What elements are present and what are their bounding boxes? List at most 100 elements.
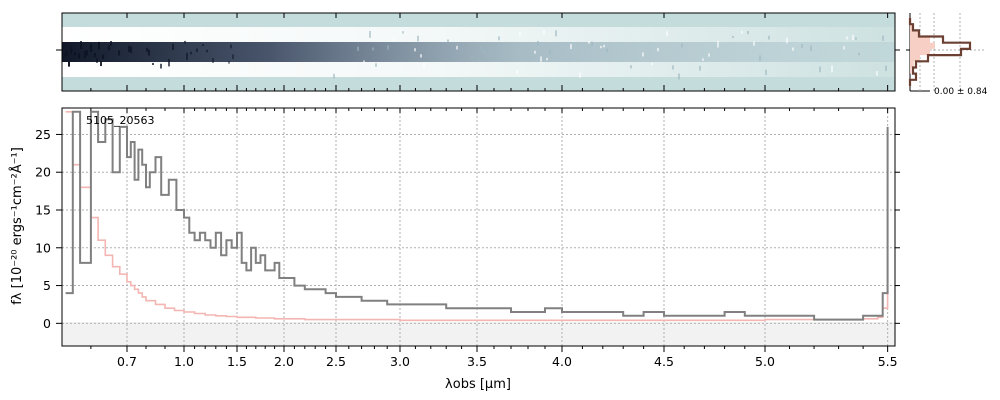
spectrum-2d-pixel bbox=[717, 40, 719, 48]
spectrum-2d-pixel bbox=[600, 45, 602, 49]
spectrum-2d-pixel bbox=[80, 41, 82, 49]
spectrum-2d-pixel bbox=[102, 54, 104, 59]
spectrum-2d-pixel bbox=[228, 61, 230, 64]
spectrum-2d-pixel bbox=[108, 45, 110, 51]
spectrum-2d-pixel bbox=[741, 30, 743, 34]
spectrum-2d-pixel bbox=[765, 69, 767, 76]
spectrum-2d-pixel bbox=[78, 53, 80, 59]
spectrum-2d-pixel bbox=[172, 43, 174, 50]
spectrum-2d-pixel bbox=[555, 30, 557, 37]
spectrum-2d-pixel bbox=[184, 40, 186, 44]
spectrum-2d-pixel bbox=[90, 44, 92, 53]
series-line-flux bbox=[65, 110, 889, 321]
spectrum-2d-pixel bbox=[232, 54, 234, 60]
spectrum-2d-pixel bbox=[369, 30, 371, 38]
spectrum-2d-pixel bbox=[423, 62, 425, 68]
spectrum-2d-pixel bbox=[387, 45, 389, 50]
spectrum-2d-pixel bbox=[471, 56, 473, 60]
x-tick-label: 0.7 bbox=[117, 354, 137, 369]
spectrum-2d-pixel bbox=[702, 58, 704, 61]
spectrum-2d-pixel bbox=[630, 65, 632, 69]
spectrum-2d-pixel bbox=[202, 43, 204, 46]
axis-ticks: 0.7 1.0 1.5 2.0 2.5 3.0 3.5 4.0 4.5 5.0 5.5 0 5 10 15 2… bbox=[35, 108, 900, 369]
spectrum-2d-pixel bbox=[732, 36, 734, 39]
spectrum-2d-pixel bbox=[843, 46, 845, 50]
spectrum-2d-pixel bbox=[792, 47, 794, 51]
spectrum-2d-pixel bbox=[186, 52, 188, 60]
spectrum-1d-frame bbox=[61, 107, 896, 347]
spectrum-2d-pixel bbox=[642, 52, 644, 57]
spectrum-2d-pixel bbox=[372, 47, 374, 51]
spectrum-2d-pixel bbox=[100, 61, 102, 67]
spectrum-2d-pixel bbox=[708, 53, 710, 57]
spectrum-2d-pixel bbox=[681, 43, 683, 48]
spectrum-2d-trace bbox=[62, 42, 895, 62]
spectrum-2d-pixel bbox=[130, 46, 132, 54]
spectrum-2d-pixel bbox=[876, 70, 878, 76]
spectrum-2d-pixel bbox=[759, 55, 761, 61]
series-line-model bbox=[65, 111, 889, 322]
spectrum-2d-pixel bbox=[417, 35, 419, 42]
spectrum-2d-pixel bbox=[543, 30, 545, 35]
spectrum-2d-pixel bbox=[402, 31, 404, 34]
spectrum-2d-pixel bbox=[603, 44, 605, 48]
spectrum-2d-pixel bbox=[110, 41, 112, 46]
spectrum-2d-pixel bbox=[66, 50, 68, 56]
spectrum-2d-pixel bbox=[363, 60, 365, 64]
spectrum-2d-pixel bbox=[98, 41, 100, 50]
x-tick-label: 1.5 bbox=[227, 354, 247, 369]
spectrum-2d-pixel bbox=[579, 72, 581, 78]
spectrum-2d-panel bbox=[56, 12, 900, 92]
spectrum-2d-pixel bbox=[152, 62, 154, 65]
spectrum-2d-pixel bbox=[882, 35, 884, 41]
spectrum-2d-ticks bbox=[56, 13, 900, 91]
spectrum-2d-pixel bbox=[456, 45, 458, 50]
spectrum-2d-image bbox=[62, 27, 895, 80]
spectrum-2d-pixel bbox=[483, 47, 485, 54]
spectrum-2d-pixel bbox=[206, 49, 208, 53]
spectrum-2d-pixel bbox=[546, 57, 548, 61]
spectrum-2d-pixel bbox=[885, 65, 887, 72]
spectrum-2d-pixel bbox=[447, 39, 449, 43]
spectrum-2d-pixel bbox=[768, 35, 770, 40]
spectrum-2d-pixel bbox=[190, 51, 192, 55]
x-tick-label: 4.5 bbox=[654, 354, 674, 369]
x-tick-label: 2.5 bbox=[326, 354, 346, 369]
spectrum-2d-pixel bbox=[540, 56, 542, 62]
spectrum-2d-pixel bbox=[148, 49, 150, 56]
grid-lines bbox=[62, 108, 895, 346]
spectrum-1d-panel: 0.7 1.0 1.5 2.0 2.5 3.0 3.5 4.0 4.5 5.0 5.5 0 5 10 15 2… bbox=[9, 107, 900, 392]
x-tick-label: 5.0 bbox=[755, 354, 775, 369]
spectrum-2d-pixel bbox=[146, 47, 148, 52]
spectrum-2d-pixel bbox=[519, 32, 521, 37]
spectrum-2d-pixel bbox=[672, 65, 674, 70]
spectrum-2d-pixel bbox=[74, 51, 76, 56]
profile-line bbox=[908, 18, 972, 86]
spectrum-2d-pixel bbox=[534, 50, 536, 54]
spectrum-2d-pixel bbox=[160, 63, 162, 69]
y-tick-label: 15 bbox=[35, 203, 51, 218]
spectrum-2d-pixel bbox=[68, 61, 70, 67]
x-tick-label: 3.5 bbox=[467, 354, 487, 369]
spectrum-2d-pixel bbox=[86, 50, 88, 56]
profile-panel: 0.00 ± 0.84 bbox=[906, 13, 988, 97]
spectrum-2d-pixel bbox=[230, 44, 232, 49]
spectrum-2d-pixel bbox=[651, 62, 653, 66]
y-tick-label: 20 bbox=[35, 165, 51, 180]
spectrum-2d-pixel bbox=[375, 63, 377, 67]
x-axis-label: λobs [μm] bbox=[445, 377, 511, 392]
spectrum-2d-pixel bbox=[831, 65, 833, 73]
spectrum-2d-pixel bbox=[819, 66, 821, 73]
y-axis-label: fλ [10⁻²⁰ ergs⁻¹cm⁻²Å⁻¹] bbox=[9, 147, 25, 305]
y-tick-label: 0 bbox=[43, 316, 51, 331]
spectrum-2d-pixel bbox=[70, 46, 72, 54]
spectrum-2d-pixel bbox=[168, 59, 170, 67]
spectrum-2d-pixel bbox=[657, 47, 659, 52]
spectrum-2d-pixel bbox=[801, 44, 803, 48]
spectrum-2d-pixel bbox=[393, 37, 395, 42]
x-tick-label: 2.0 bbox=[274, 354, 294, 369]
spectrum-2d-pixel bbox=[94, 53, 96, 58]
spectrum-2d-pixel bbox=[196, 48, 198, 52]
x-tick-label: 1.0 bbox=[174, 354, 194, 369]
